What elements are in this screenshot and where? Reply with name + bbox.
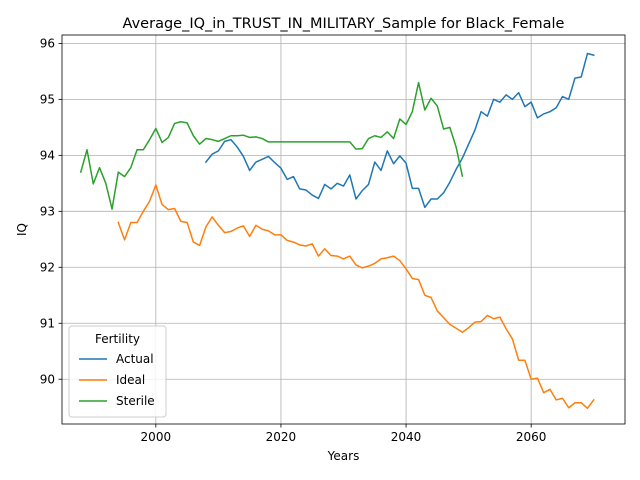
legend-title: Fertility xyxy=(95,332,140,346)
x-tick-label: 2020 xyxy=(266,430,297,444)
y-tick-label: 94 xyxy=(40,149,55,163)
legend-label-sterile: Sterile xyxy=(116,394,155,408)
y-tick-label: 95 xyxy=(40,93,55,107)
legend-label-actual: Actual xyxy=(116,352,154,366)
y-tick-label: 91 xyxy=(40,317,55,331)
x-tick-label: 2060 xyxy=(516,430,547,444)
y-tick-label: 96 xyxy=(40,37,55,51)
y-tick-label: 93 xyxy=(40,205,55,219)
y-axis-title: IQ xyxy=(15,223,29,236)
legend-label-ideal: Ideal xyxy=(116,373,145,387)
x-axis-title: Years xyxy=(327,449,360,463)
x-tick-label: 2000 xyxy=(141,430,172,444)
chart-title: Average_IQ_in_TRUST_IN_MILITARY_Sample f… xyxy=(123,16,565,32)
legend: Fertility Actual Ideal Sterile xyxy=(69,326,166,417)
x-tick-label: 2040 xyxy=(391,430,422,444)
y-tick-label: 90 xyxy=(40,373,55,387)
y-tick-label: 92 xyxy=(40,261,55,275)
